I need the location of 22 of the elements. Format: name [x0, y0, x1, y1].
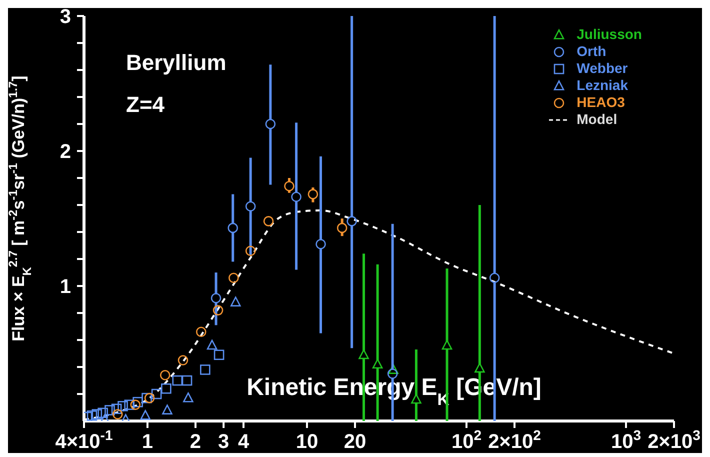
x-tick-label: 3: [218, 431, 230, 453]
x-tick-label: 2×10$^{3}$: [648, 427, 701, 453]
legend-label: Juliusson: [576, 26, 642, 43]
x-tick-label: 2×10$^{2}$: [488, 427, 542, 453]
x-tick-label: 10$^{3}$: [610, 427, 642, 453]
x-tick-label: 1: [142, 431, 154, 453]
annotation: Z=4: [126, 92, 165, 118]
x-tick-label: 10$^{2}$: [451, 427, 482, 453]
x-tick-label: 10: [296, 431, 318, 453]
legend-label: HEAO3: [576, 94, 625, 111]
legend-label: Webber: [576, 60, 628, 77]
x-tick-label: 4×10$^{-1}$: [55, 427, 113, 453]
y-tick-label: 2: [60, 141, 71, 163]
annotation: Beryllium: [126, 50, 226, 76]
legend-label: Lezniak: [576, 77, 628, 94]
y-tick-label: 1: [60, 276, 71, 298]
y-tick-label: 3: [60, 6, 71, 28]
legend-label: Model: [576, 111, 618, 128]
x-tick-label: 4: [238, 431, 250, 453]
x-tick-label: 20: [344, 431, 366, 453]
x-tick-label: 2: [190, 431, 202, 453]
legend-label: Orth: [576, 43, 606, 60]
